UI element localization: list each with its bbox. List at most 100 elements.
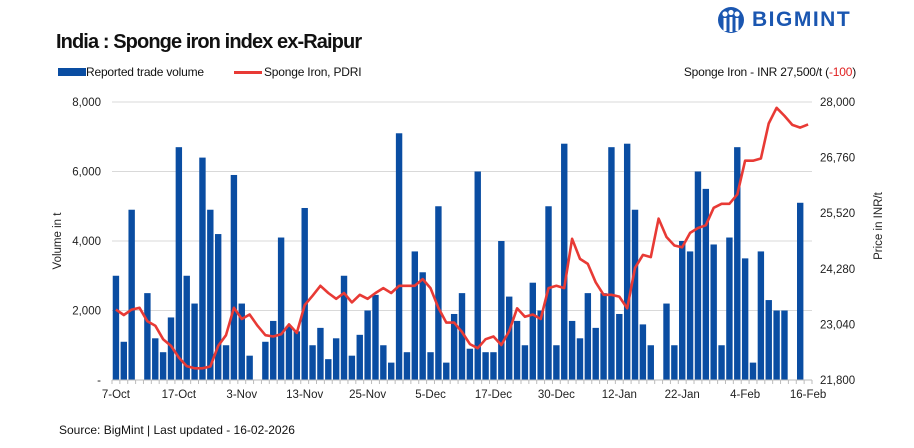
logo-text: BIGMINT — [752, 8, 852, 31]
volume-bar — [639, 324, 647, 380]
volume-bar — [718, 345, 725, 380]
y-tick-label: 2,000 — [72, 306, 101, 318]
y2-tick-label: 24,280 — [820, 264, 855, 276]
volume-bar — [395, 133, 403, 380]
volume-bar — [230, 174, 238, 380]
volume-bar — [482, 352, 489, 380]
volume-bar — [380, 345, 387, 380]
x-tick-label: 13-Nov — [286, 389, 323, 401]
volume-bar — [411, 251, 419, 380]
volume-bar — [435, 206, 442, 380]
volume-bar — [175, 147, 183, 380]
y2-axis-label: Price in INR/t — [873, 191, 885, 260]
volume-bar — [576, 338, 584, 380]
volume-bar — [262, 341, 269, 380]
volume-bar — [270, 320, 277, 380]
x-tick-label: 4-Feb — [730, 389, 760, 401]
volume-bar — [309, 345, 316, 380]
x-tick-labels: 7-Oct 17-Oct 3-Nov 13-Nov 25-Nov 5-Dec 17-Dec 3… — [102, 389, 826, 401]
volume-bar — [403, 352, 411, 380]
volume-bar — [616, 313, 623, 380]
volume-bar — [797, 202, 804, 380]
volume-bar — [152, 338, 159, 380]
volume-bar — [474, 171, 481, 380]
volume-bar — [781, 310, 788, 380]
volume-bar — [561, 143, 568, 380]
volume-bar — [498, 241, 505, 380]
x-tick-label: 3-Nov — [226, 389, 257, 401]
volume-bar — [466, 348, 474, 380]
legend-item-volume: Reported trade volume — [58, 65, 204, 79]
x-tick-label: 30-Dec — [538, 389, 575, 401]
volume-bar — [207, 209, 214, 380]
source-note: Source: BigMint | Last updated - 16-02-2… — [59, 423, 295, 437]
volume-bar — [647, 345, 654, 380]
x-axis — [111, 379, 813, 384]
volume-bar — [679, 241, 686, 380]
legend-swatch-line — [234, 70, 262, 74]
x-tick-label: 5-Dec — [415, 389, 446, 401]
logo-mark-icon — [718, 7, 744, 33]
volume-bar — [458, 293, 466, 380]
volume-bar — [183, 275, 190, 380]
volume-bar — [734, 147, 741, 380]
volume-bar — [765, 300, 772, 380]
volume-bar — [513, 320, 521, 380]
y-axis-left: - 2,000 4,000 6,000 8,000 — [72, 97, 101, 387]
volume-bar — [222, 345, 230, 380]
volume-bar — [568, 320, 576, 380]
volume-bar — [726, 237, 733, 380]
index-readout-suffix: ) — [852, 65, 856, 79]
legend-item-pdri: Sponge Iron, PDRI — [234, 65, 362, 79]
y2-tick-label: 25,520 — [820, 208, 855, 220]
volume-bar — [388, 362, 395, 380]
index-readout-text: Sponge Iron - INR 27,500/t ( — [683, 65, 829, 79]
volume-bar — [757, 251, 765, 380]
volume-bar — [340, 275, 348, 380]
volume-bar — [600, 293, 607, 380]
volume-bar — [317, 327, 324, 380]
volume-bar — [238, 303, 245, 380]
volume-bar — [325, 359, 332, 380]
x-tick-label: 17-Oct — [162, 389, 197, 401]
volume-bar — [694, 171, 702, 380]
y-tick-label: 8,000 — [72, 97, 101, 109]
price-line — [115, 106, 809, 370]
volume-bar — [167, 317, 175, 380]
chart-title: India : Sponge iron index ex-Raipur — [56, 31, 362, 53]
volume-bar — [631, 209, 639, 380]
volume-bar — [521, 345, 529, 380]
volume-bar — [144, 293, 151, 380]
volume-bar — [505, 296, 513, 380]
volume-bar — [301, 207, 308, 380]
volume-bar — [443, 362, 450, 380]
volume-bar — [285, 326, 293, 380]
y-tick-label: 4,000 — [72, 236, 101, 248]
volume-bar — [537, 310, 544, 380]
volume-bar — [608, 147, 615, 380]
x-tick-label: 22-Jan — [665, 389, 700, 401]
pdri-line — [115, 106, 809, 370]
volume-bar — [214, 234, 222, 380]
volume-bar — [490, 352, 497, 380]
volume-bar — [348, 355, 356, 380]
volume-bar — [686, 251, 694, 380]
index-readout: Sponge Iron - INR 27,500/t (-100) — [684, 65, 856, 79]
volume-bar — [277, 237, 285, 380]
x-tick-label: 16-Feb — [790, 389, 826, 401]
volume-bar — [120, 341, 127, 380]
volume-bar — [553, 345, 560, 380]
y2-tick-label: 23,040 — [820, 319, 855, 331]
volume-bar — [710, 244, 717, 380]
volume-bar — [773, 310, 780, 380]
y2-tick-label: 26,760 — [820, 153, 855, 165]
volume-bar — [671, 345, 678, 380]
x-tick-label: 7-Oct — [102, 389, 131, 401]
volume-bar — [293, 331, 301, 380]
volume-bar — [128, 209, 135, 380]
volume-bar — [584, 293, 592, 380]
volume-bar — [372, 294, 379, 380]
y2-tick-label: 21,800 — [820, 375, 855, 387]
legend-label-pdri: Sponge Iron, PDRI — [264, 65, 362, 79]
